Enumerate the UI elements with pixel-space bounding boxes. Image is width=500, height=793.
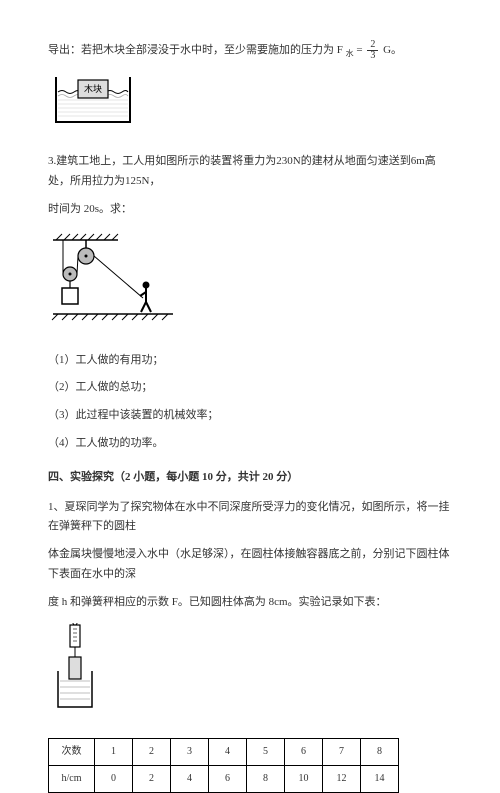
question-4: （4）工人做功的功率。 [48,434,452,454]
table-row: 次数 1 2 3 4 5 6 7 8 [49,739,399,766]
table-cell: 4 [209,739,247,766]
table-cell: 8 [247,766,285,793]
intro-line: 导出：若把木块全部浸没于水中时，至少需要施加的压力为 F 水 = 23 G。 [48,40,452,62]
table-cell: 14 [361,766,399,793]
experiment-line2: 体金属块慢慢地浸入水中（水足够深），在圆柱体接触容器底之前，分别记下圆柱体下表面… [48,545,452,585]
question-1: （1）工人做的有用功； [48,351,452,371]
wood-block-diagram: 木块 [48,72,452,135]
experiment-data-table: 次数 1 2 3 4 5 6 7 8 h/cm 0 2 4 6 8 10 12 … [48,738,399,793]
table-cell: 12 [323,766,361,793]
table-cell: 3 [171,739,209,766]
intro-equals: = [354,44,366,56]
table-cell: 2 [133,739,171,766]
intro-tail: G。 [380,44,402,56]
question-3: （3）此过程中该装置的机械效率； [48,406,452,426]
fraction-den: 3 [367,51,378,61]
experiment-line3: 度 h 和弹簧秤相应的示数 F。已知圆柱体高为 8cm。实验记录如下表： [48,593,452,613]
table-cell: 4 [171,766,209,793]
table-cell: 1 [95,739,133,766]
question-2: （2）工人做的总功； [48,378,452,398]
pulley-diagram [48,230,452,333]
table-header-col: 次数 [49,739,95,766]
fraction-2-3: 23 [367,40,378,61]
table-row: h/cm 0 2 4 6 8 10 12 14 [49,766,399,793]
table-cell: 10 [285,766,323,793]
experiment-line1: 1、夏琛同学为了探究物体在水中不同深度所受浮力的变化情况，如图所示，将一挂在弹簧… [48,498,452,538]
table-cell: 6 [209,766,247,793]
table-cell: 2 [133,766,171,793]
wood-label: 木块 [84,83,102,94]
intro-subscript: 水 [346,49,354,58]
problem3-line2: 时间为 20s。求： [48,200,452,220]
problem3-line1: 3.建筑工地上，工人用如图所示的装置将重力为230N的建材从地面匀速送到6m高处… [48,152,452,192]
table-cell: 6 [285,739,323,766]
table-row-label: h/cm [49,766,95,793]
section4-title: 四、实验探究（2 小题，每小题 10 分，共计 20 分） [48,468,452,488]
spring-scale-diagram [48,623,452,721]
table-cell: 7 [323,739,361,766]
table-cell: 5 [247,739,285,766]
intro-lead: 导出：若把木块全部浸没于水中时，至少需要施加的压力为 F [48,44,346,56]
table-cell: 8 [361,739,399,766]
table-cell: 0 [95,766,133,793]
